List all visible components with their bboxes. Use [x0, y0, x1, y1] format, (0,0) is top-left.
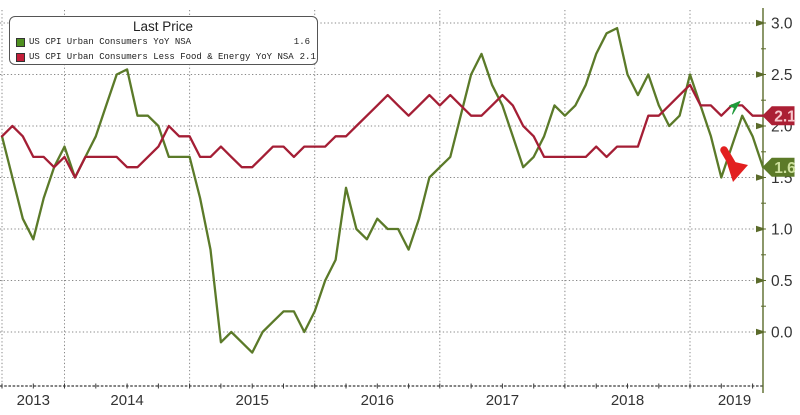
svg-text:1.6: 1.6	[774, 160, 796, 177]
svg-text:2017: 2017	[486, 392, 519, 409]
svg-text:2014: 2014	[110, 392, 143, 409]
svg-text:2015: 2015	[236, 392, 269, 409]
svg-text:2.5: 2.5	[771, 67, 793, 84]
svg-text:3.0: 3.0	[771, 16, 793, 33]
svg-text:2013: 2013	[17, 392, 50, 409]
svg-text:0.0: 0.0	[771, 325, 793, 342]
svg-text:2016: 2016	[361, 392, 394, 409]
svg-text:2018: 2018	[611, 392, 644, 409]
svg-text:2.1: 2.1	[774, 109, 796, 126]
svg-text:2019: 2019	[718, 392, 751, 409]
svg-text:1.0: 1.0	[771, 222, 793, 239]
svg-text:0.5: 0.5	[771, 273, 793, 290]
